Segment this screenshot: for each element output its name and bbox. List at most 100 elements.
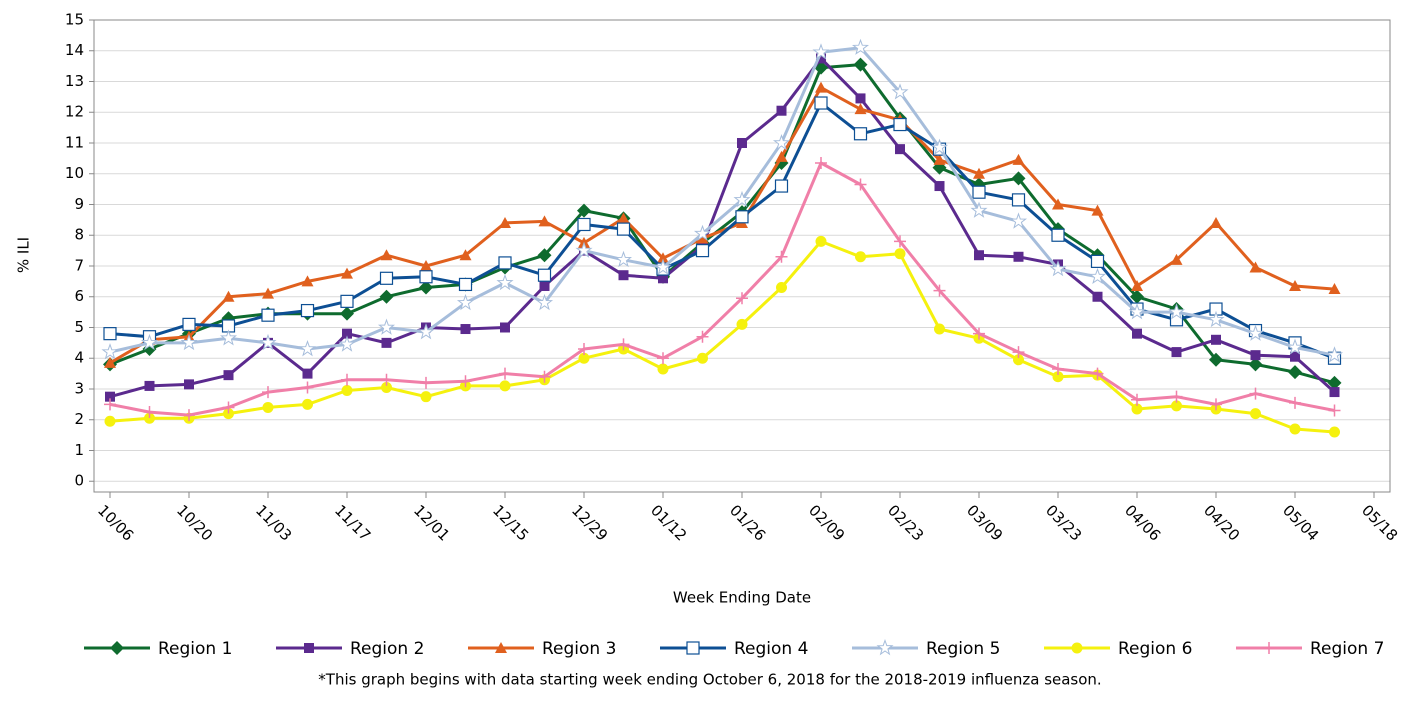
data-point xyxy=(775,250,788,263)
data-point xyxy=(1249,387,1262,400)
data-point xyxy=(377,318,396,335)
data-point xyxy=(300,303,315,318)
data-point xyxy=(1009,212,1028,229)
data-point xyxy=(815,235,827,247)
legend-label: Region 3 xyxy=(542,639,616,659)
data-point xyxy=(973,167,985,179)
data-point xyxy=(774,179,789,193)
data-point xyxy=(417,323,435,340)
data-point xyxy=(143,406,156,419)
data-point xyxy=(341,373,353,386)
data-point xyxy=(459,249,472,261)
data-point xyxy=(851,38,870,55)
data-point xyxy=(736,292,748,305)
data-point xyxy=(1092,291,1103,302)
data-point xyxy=(735,210,749,224)
data-point xyxy=(379,289,394,304)
data-point xyxy=(815,156,827,169)
x-tick-label: 12/15 xyxy=(489,501,532,544)
data-point xyxy=(1171,347,1182,358)
data-point xyxy=(855,93,866,104)
data-point xyxy=(1170,253,1183,265)
y-tick-label: 12 xyxy=(65,103,84,121)
data-point xyxy=(419,280,433,295)
data-point xyxy=(776,105,787,116)
series-line xyxy=(109,239,1335,434)
data-point xyxy=(1246,324,1265,341)
data-point xyxy=(223,370,234,381)
data-point xyxy=(1011,193,1026,207)
data-point xyxy=(144,380,155,391)
data-point xyxy=(1167,303,1186,320)
data-point xyxy=(262,386,274,399)
data-point xyxy=(654,258,672,275)
data-point xyxy=(695,244,710,258)
data-point xyxy=(219,329,238,346)
data-point xyxy=(893,117,907,132)
y-tick-label: 1 xyxy=(74,441,84,459)
data-point xyxy=(1049,260,1067,277)
legend-item: Region 5 xyxy=(852,638,1000,659)
data-point xyxy=(776,282,787,294)
data-point xyxy=(223,408,234,420)
legend-marker xyxy=(1071,642,1083,654)
data-point xyxy=(972,185,986,199)
legend-item: Region 2 xyxy=(276,639,424,659)
data-point xyxy=(1248,357,1263,372)
data-point xyxy=(1250,408,1261,420)
y-tick-label: 0 xyxy=(74,472,84,490)
data-point xyxy=(535,293,554,311)
y-tick-label: 9 xyxy=(74,195,84,213)
data-point xyxy=(420,391,432,403)
data-point xyxy=(499,367,511,380)
data-point xyxy=(658,273,668,284)
data-point xyxy=(499,216,511,228)
x-tick-label: 05/18 xyxy=(1358,501,1401,544)
data-point xyxy=(302,398,313,410)
data-point xyxy=(1288,365,1302,380)
data-point xyxy=(577,217,591,232)
y-tick-label: 15 xyxy=(65,11,84,29)
y-tick-label: 4 xyxy=(74,349,84,367)
data-point xyxy=(1088,267,1107,285)
y-tick-label: 14 xyxy=(65,41,84,59)
legend-marker xyxy=(495,642,507,653)
data-point xyxy=(301,275,314,287)
data-point xyxy=(1325,346,1344,363)
legend-label: Region 4 xyxy=(734,639,808,659)
data-point xyxy=(104,415,116,427)
data-point xyxy=(733,190,751,208)
data-point xyxy=(496,273,514,291)
data-point xyxy=(222,401,235,414)
data-point xyxy=(853,127,868,141)
y-tick-label: 10 xyxy=(65,164,84,182)
x-tick-label: 12/01 xyxy=(410,501,453,544)
x-tick-label: 04/20 xyxy=(1200,501,1243,544)
data-point xyxy=(1052,198,1064,210)
data-point xyxy=(104,398,116,411)
data-point xyxy=(184,379,194,390)
data-point xyxy=(895,144,905,155)
data-point xyxy=(891,83,909,100)
data-point xyxy=(379,271,394,285)
data-point xyxy=(298,339,317,357)
data-point xyxy=(1091,204,1104,216)
legend-item: Region 4 xyxy=(660,639,808,659)
data-point xyxy=(1051,228,1065,242)
y-tick-label: 3 xyxy=(74,379,84,397)
data-point xyxy=(1131,403,1143,415)
data-point xyxy=(1170,390,1183,403)
data-point xyxy=(894,235,906,248)
data-point xyxy=(456,293,475,311)
data-point xyxy=(1327,375,1342,390)
y-tick-label: 6 xyxy=(74,287,84,305)
data-point xyxy=(578,343,590,356)
data-point xyxy=(1132,328,1142,339)
data-point xyxy=(103,327,117,341)
data-point xyxy=(1211,334,1221,345)
data-point xyxy=(1012,346,1025,359)
data-point xyxy=(458,277,473,292)
x-tick-label: 05/04 xyxy=(1279,501,1322,544)
plot-frame xyxy=(93,19,1391,493)
